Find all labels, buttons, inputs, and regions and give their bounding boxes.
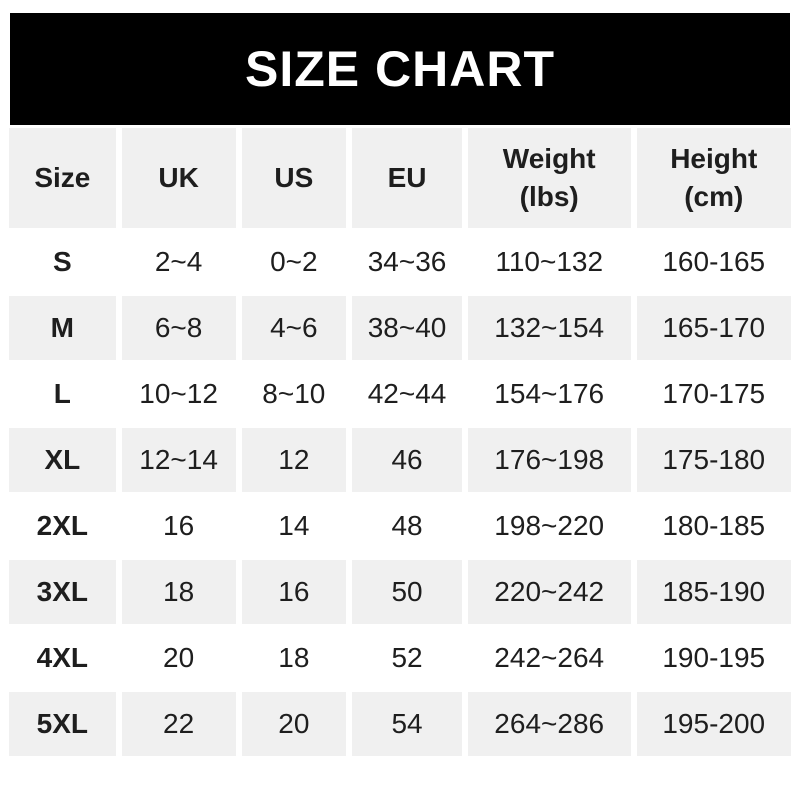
column-header-weight: Weight (lbs)	[467, 128, 631, 228]
cell-us: 16	[241, 560, 347, 624]
page-title: SIZE CHART	[245, 41, 555, 97]
cell-us: 18	[278, 642, 310, 673]
cell-weight: 132~154	[467, 296, 631, 360]
cell-size: 4XL	[36, 642, 89, 673]
cell-uk: 6~8	[121, 296, 236, 360]
cell-eu: 42~44	[367, 378, 447, 409]
cell-size: M	[9, 296, 116, 360]
cell-size: 5XL	[9, 692, 116, 756]
cell-height: 165-170	[636, 296, 791, 360]
cell-uk: 20	[163, 642, 195, 673]
size-chart-table: Size UK US EU Weight (lbs) Height (cm) S…	[3, 126, 797, 758]
table-row-xl: XL 12~14 12 46 176~198 175-180	[9, 428, 791, 492]
cell-uk: 18	[121, 560, 236, 624]
cell-uk: 10~12	[139, 378, 218, 409]
column-header-uk: UK	[121, 128, 236, 228]
cell-weight: 198~220	[494, 510, 605, 541]
cell-size: 3XL	[9, 560, 116, 624]
column-header-us: US	[241, 128, 347, 228]
table-row-2xl: 2XL 16 14 48 198~220 180-185	[9, 494, 791, 558]
column-header-eu: EU	[352, 128, 462, 228]
cell-weight: 176~198	[467, 428, 631, 492]
cell-uk: 16	[163, 510, 195, 541]
cell-us: 20	[241, 692, 347, 756]
cell-eu: 48	[391, 510, 423, 541]
cell-weight: 264~286	[467, 692, 631, 756]
table-row-5xl: 5XL 22 20 54 264~286 195-200	[9, 692, 791, 756]
cell-eu: 52	[391, 642, 423, 673]
size-chart-page: SIZE CHART Size UK US EU Weight (lbs) He…	[0, 13, 800, 800]
cell-eu: 54	[352, 692, 462, 756]
cell-size: XL	[9, 428, 116, 492]
cell-us: 4~6	[241, 296, 347, 360]
cell-height: 160-165	[662, 246, 766, 277]
cell-uk: 2~4	[154, 246, 203, 277]
cell-eu: 34~36	[367, 246, 447, 277]
cell-uk: 12~14	[121, 428, 236, 492]
cell-weight: 110~132	[495, 246, 604, 277]
cell-us: 12	[241, 428, 347, 492]
table-row-s: S 2~4 0~2 34~36 110~132 160-165	[9, 230, 791, 294]
cell-weight: 154~176	[494, 378, 605, 409]
column-header-size: Size	[9, 128, 116, 228]
cell-height: 195-200	[636, 692, 791, 756]
table-header-row: Size UK US EU Weight (lbs) Height (cm)	[9, 128, 791, 228]
cell-height: 170-175	[662, 378, 766, 409]
table-row-3xl: 3XL 18 16 50 220~242 185-190	[9, 560, 791, 624]
cell-eu: 50	[352, 560, 462, 624]
table-row-l: L 10~12 8~10 42~44 154~176 170-175	[9, 362, 791, 426]
cell-weight: 220~242	[467, 560, 631, 624]
cell-eu: 38~40	[352, 296, 462, 360]
cell-height: 175-180	[636, 428, 791, 492]
cell-size: S	[53, 246, 72, 277]
banner: SIZE CHART	[10, 13, 790, 125]
cell-height: 190-195	[662, 642, 766, 673]
cell-us: 14	[278, 510, 310, 541]
cell-size: 2XL	[36, 510, 89, 541]
cell-weight: 242~264	[494, 642, 605, 673]
table-row-m: M 6~8 4~6 38~40 132~154 165-170	[9, 296, 791, 360]
table-row-4xl: 4XL 20 18 52 242~264 190-195	[9, 626, 791, 690]
column-header-height: Height (cm)	[636, 128, 791, 228]
cell-uk: 22	[121, 692, 236, 756]
cell-us: 8~10	[262, 378, 326, 409]
cell-height: 180-185	[662, 510, 766, 541]
cell-us: 0~2	[270, 246, 318, 277]
cell-size: L	[53, 378, 71, 409]
cell-eu: 46	[352, 428, 462, 492]
cell-height: 185-190	[636, 560, 791, 624]
